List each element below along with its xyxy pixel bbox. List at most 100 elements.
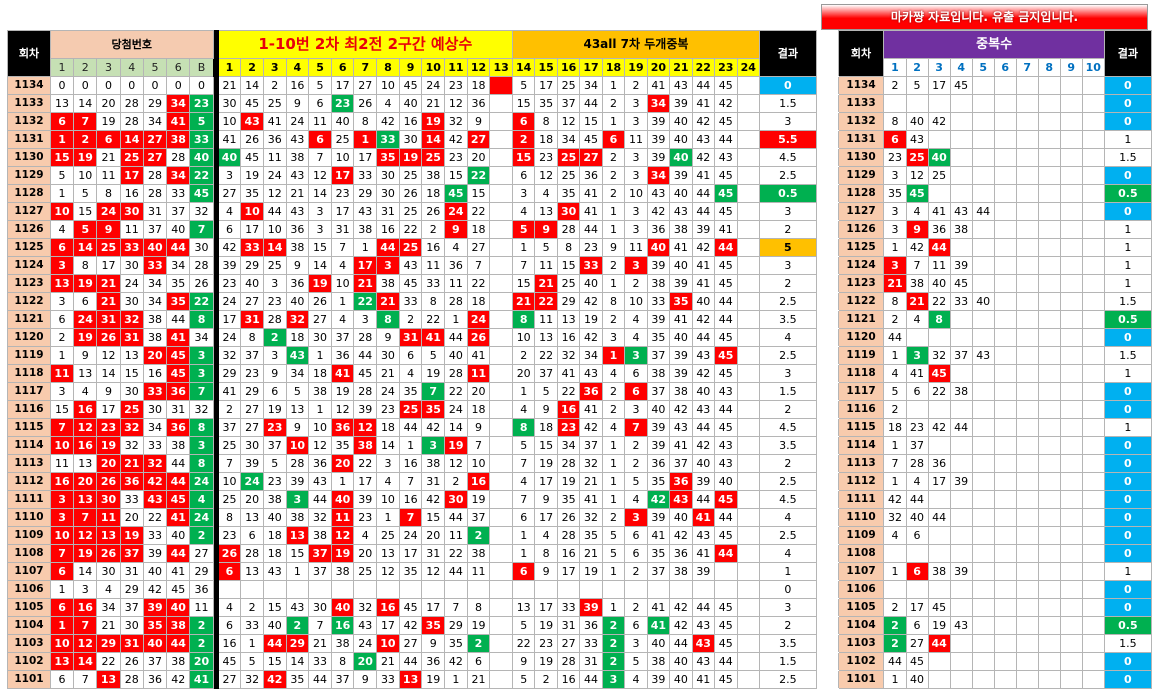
pred-cell[interactable]: 14: [240, 76, 264, 95]
dup-cell[interactable]: [1015, 652, 1039, 671]
dup-cell[interactable]: 1: [883, 436, 907, 455]
pred-cell[interactable]: 26: [308, 292, 332, 311]
pred-cell[interactable]: 15: [262, 598, 287, 617]
round-cell[interactable]: 1130: [7, 148, 51, 167]
all-cell[interactable]: 4: [534, 184, 558, 203]
all-cell[interactable]: 30: [556, 202, 581, 221]
round2-cell[interactable]: 1107: [837, 562, 885, 581]
dup-cell[interactable]: 11: [927, 256, 951, 275]
win-cell[interactable]: 16: [142, 364, 168, 383]
pred-cell[interactable]: 2: [217, 400, 242, 419]
all-cell[interactable]: 25: [556, 148, 581, 167]
all-cell[interactable]: [511, 580, 536, 599]
win-cell[interactable]: 26: [119, 652, 144, 671]
pred-cell[interactable]: 35: [421, 616, 446, 635]
pred-cell[interactable]: 35: [330, 436, 355, 455]
dup-cell[interactable]: [1037, 616, 1061, 635]
win-cell[interactable]: 45: [166, 580, 191, 599]
pred-cell[interactable]: 7: [308, 616, 332, 635]
win-cell[interactable]: 37: [142, 652, 168, 671]
dup-cell[interactable]: [971, 472, 995, 491]
dup-cell[interactable]: [949, 148, 973, 167]
all-cell[interactable]: 41: [691, 274, 716, 293]
pred-cell[interactable]: 16: [376, 598, 400, 617]
win-cell[interactable]: 41: [166, 508, 191, 527]
dup-cell[interactable]: [993, 418, 1017, 437]
round-header[interactable]: 회차: [7, 30, 51, 77]
pred-cell[interactable]: 13: [240, 508, 264, 527]
dup-cell[interactable]: [993, 508, 1017, 527]
all-cell[interactable]: [579, 580, 603, 599]
dup-cell[interactable]: [927, 580, 951, 599]
all-cell[interactable]: 15: [556, 256, 581, 275]
round2-cell[interactable]: 1124: [837, 256, 885, 275]
all-cell[interactable]: 42: [579, 328, 603, 347]
all43-header[interactable]: 43all 7차 두개중복: [511, 30, 760, 59]
dup-cell[interactable]: 42: [927, 418, 951, 437]
gap[interactable]: [815, 310, 839, 329]
win-cell[interactable]: 20: [142, 346, 168, 365]
pred-cell[interactable]: 8: [466, 598, 491, 617]
all-cell[interactable]: 38: [669, 382, 693, 401]
win-cell[interactable]: 3: [189, 436, 214, 455]
pred-cell[interactable]: 24: [444, 202, 468, 221]
win-cell[interactable]: 20: [189, 652, 214, 671]
gap[interactable]: [815, 580, 839, 599]
win-cell[interactable]: 34: [142, 274, 168, 293]
dup-cell[interactable]: 4: [883, 526, 907, 545]
pred-cell[interactable]: 20: [466, 148, 491, 167]
round2-cell[interactable]: 1115: [837, 418, 885, 437]
pred-cell[interactable]: 19: [421, 364, 446, 383]
dup-cell[interactable]: 3: [883, 220, 907, 239]
pred-cell[interactable]: 7: [421, 382, 446, 401]
gap[interactable]: [815, 364, 839, 383]
round-cell[interactable]: 1109: [7, 526, 51, 545]
all-cell[interactable]: 40: [579, 274, 603, 293]
pred-cell[interactable]: 23: [240, 364, 264, 383]
pred-cell[interactable]: [240, 580, 264, 599]
win-cell[interactable]: 4: [73, 382, 98, 401]
all-cell[interactable]: 33: [579, 256, 603, 275]
dup-col-header[interactable]: 3: [927, 58, 951, 77]
pred-cell[interactable]: [489, 148, 513, 167]
dup-col-header[interactable]: 1: [883, 58, 907, 77]
win-cell[interactable]: 5: [73, 220, 98, 239]
win-cell[interactable]: 12: [73, 634, 98, 653]
pred-cell[interactable]: 22: [421, 310, 446, 329]
round2-cell[interactable]: 1117: [837, 382, 885, 401]
win-cell[interactable]: 9: [73, 346, 98, 365]
all-cell[interactable]: 43: [714, 454, 738, 473]
all-col-header[interactable]: 14: [511, 58, 536, 77]
dup-cell[interactable]: [949, 526, 973, 545]
all-cell[interactable]: [736, 436, 760, 455]
dup-cell[interactable]: [1059, 112, 1083, 131]
pred-cell[interactable]: 26: [466, 328, 491, 347]
all-cell[interactable]: 17: [534, 508, 558, 527]
win-cell[interactable]: 3: [189, 364, 214, 383]
gap[interactable]: [815, 454, 839, 473]
result2-cell[interactable]: 1.5: [1103, 292, 1152, 311]
pred-cell[interactable]: 30: [240, 436, 264, 455]
result-cell[interactable]: 3.5: [758, 436, 817, 455]
all-cell[interactable]: 39: [691, 562, 716, 581]
dup-cell[interactable]: [971, 634, 995, 653]
result2-cell[interactable]: 0: [1103, 112, 1152, 131]
pred-cell[interactable]: 1: [376, 508, 400, 527]
dup-cell[interactable]: [993, 562, 1017, 581]
pred-cell[interactable]: 10: [240, 202, 264, 221]
pred-cell[interactable]: 23: [330, 94, 355, 113]
dup-cell[interactable]: [1015, 382, 1039, 401]
pred-cell[interactable]: 14: [262, 238, 287, 257]
all-cell[interactable]: 41: [669, 238, 693, 257]
pred-cell[interactable]: [489, 202, 513, 221]
all-cell[interactable]: 41: [691, 256, 716, 275]
pred-cell[interactable]: 36: [330, 418, 355, 437]
all-col-header[interactable]: 17: [579, 58, 603, 77]
result2-cell[interactable]: 1.5: [1103, 148, 1152, 167]
pred-cell[interactable]: 6: [466, 652, 491, 671]
pred-cell[interactable]: 38: [376, 274, 400, 293]
dup-cell[interactable]: 28: [905, 454, 929, 473]
pred-cell[interactable]: 40: [285, 292, 310, 311]
win-cell[interactable]: 42: [142, 580, 168, 599]
win-cell[interactable]: 15: [73, 202, 98, 221]
